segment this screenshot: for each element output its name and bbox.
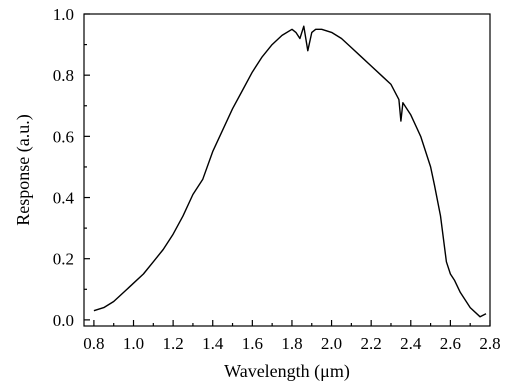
y-tick-label: 1.0 bbox=[53, 5, 74, 24]
y-axis-label: Response (a.u.) bbox=[13, 114, 34, 225]
x-tick-label: 2.4 bbox=[400, 334, 422, 353]
x-tick-label: 2.0 bbox=[321, 334, 342, 353]
x-tick-label: 1.2 bbox=[162, 334, 183, 353]
plot-frame bbox=[83, 13, 491, 327]
x-tick-label: 1.0 bbox=[123, 334, 144, 353]
y-tick-label: 0.8 bbox=[53, 66, 74, 85]
x-tick-label: 2.2 bbox=[361, 334, 382, 353]
x-tick-label: 0.8 bbox=[83, 334, 104, 353]
y-tick-label: 0.4 bbox=[53, 189, 75, 208]
x-tick-label: 1.6 bbox=[242, 334, 263, 353]
x-axis-label: Wavelength (μm) bbox=[224, 361, 350, 382]
y-tick-label: 0.0 bbox=[53, 311, 74, 330]
x-tick-label: 1.8 bbox=[281, 334, 302, 353]
y-tick-label: 0.2 bbox=[53, 250, 74, 269]
response-series-line bbox=[93, 25, 487, 318]
x-tick-label: 1.4 bbox=[202, 334, 224, 353]
y-axis: 0.0 0.2 0.4 0.6 0.8 1.0 bbox=[53, 5, 90, 330]
x-tick-label: 2.6 bbox=[440, 334, 461, 353]
x-axis: 0.8 1.0 1.2 1.4 1.6 1.8 2.0 2.2 2.4 2.6 2.8 bbox=[83, 320, 501, 353]
y-tick-label: 0.6 bbox=[53, 127, 74, 146]
x-tick-label: 2.8 bbox=[479, 334, 500, 353]
